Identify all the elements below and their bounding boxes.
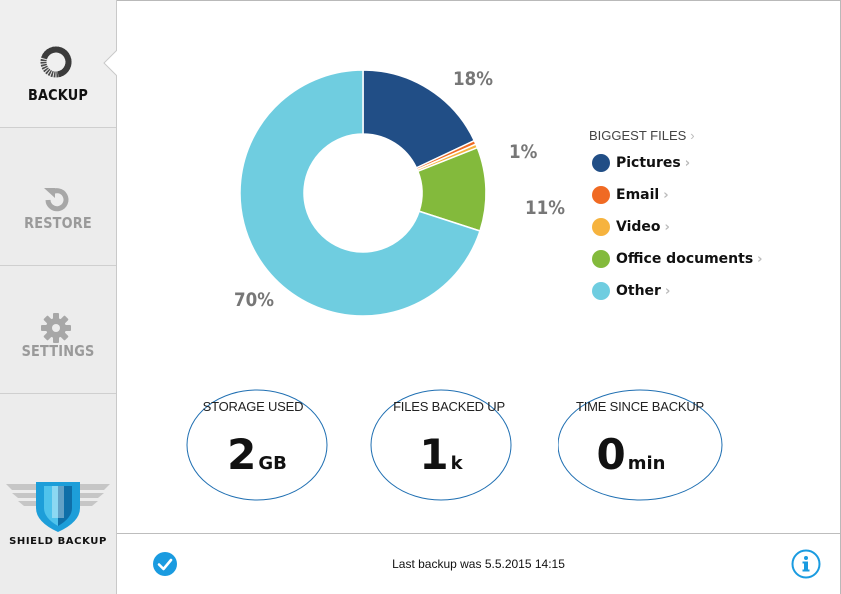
legend-swatch — [592, 282, 610, 300]
sidebar-item-label: SETTINGS — [21, 342, 95, 360]
stat-value: 0 min — [558, 430, 704, 479]
sidebar-item-label: BACKUP — [27, 86, 89, 104]
legend-swatch — [592, 250, 610, 268]
stat-unit: k — [450, 453, 463, 474]
legend-item-email[interactable]: Email › — [589, 184, 789, 216]
sidebar-item-label: RESTORE — [24, 214, 92, 232]
legend-title: BIGGEST FILES — [589, 128, 687, 143]
last-backup-status: Last backup was 5.5.2015 14:15 — [392, 557, 565, 571]
stat-unit: min — [627, 453, 666, 474]
data-label: 18% — [453, 68, 493, 90]
legend-label-text: Other — [616, 283, 661, 299]
legend-label: Office documents › — [616, 248, 763, 271]
legend-label-text: Email — [616, 187, 660, 203]
legend-label-text: Video — [616, 219, 661, 235]
legend-swatch — [592, 218, 610, 236]
legend-swatch — [592, 154, 610, 172]
legend-label: Other › — [616, 280, 670, 303]
status-bar: Last backup was 5.5.2015 14:15 — [117, 533, 840, 594]
sidebar-item-restore[interactable]: RESTORE — [0, 138, 116, 266]
stat-time-since-backup: TIME SINCE BACKUP 0 min — [558, 388, 723, 506]
stat-label: TIME SINCE BACKUP — [575, 399, 705, 414]
stat-number: 1 — [419, 430, 448, 479]
stat-label: STORAGE USED — [202, 399, 304, 414]
chevron-right-icon: › — [684, 156, 691, 171]
donut-chart: 18% 1% 11% 70% — [234, 68, 565, 317]
stat-number: 0 — [596, 430, 626, 479]
legend-label: Pictures › — [616, 152, 690, 175]
backup-ring-icon — [40, 46, 72, 78]
chevron-right-icon: › — [690, 128, 695, 143]
stat-unit: GB — [258, 453, 287, 474]
active-tab-pointer — [103, 50, 117, 76]
legend-label: Video › — [616, 216, 670, 239]
shield-logo-icon — [6, 482, 110, 532]
gear-icon — [41, 313, 71, 343]
chevron-right-icon: › — [757, 252, 763, 267]
checkmark-icon — [153, 552, 177, 576]
legend-title-link[interactable]: BIGGEST FILES › — [589, 128, 789, 146]
stat-storage-used: STORAGE USED 2 GB — [177, 388, 337, 506]
brand-name: SHIELD BACKUP — [9, 536, 107, 547]
chevron-right-icon: › — [663, 188, 669, 203]
legend-item-office-documents[interactable]: Office documents › — [589, 248, 789, 280]
sidebar-item-backup[interactable]: BACKUP — [0, 0, 116, 128]
data-label: 1% — [509, 141, 537, 163]
restore-icon — [44, 188, 69, 212]
stat-ellipse — [370, 389, 512, 501]
stat-value: 2 GB — [177, 430, 337, 479]
stat-ellipse — [186, 389, 328, 501]
legend-item-other[interactable]: Other › — [589, 280, 789, 312]
stat-label: FILES BACKED UP — [393, 399, 505, 414]
legend-label: Email › — [616, 184, 669, 207]
data-label: 11% — [525, 197, 565, 219]
info-icon[interactable] — [791, 549, 821, 579]
sidebar-item-settings[interactable]: SETTINGS — [0, 266, 116, 394]
legend-label-text: Office documents — [616, 251, 754, 267]
slice-other — [239, 69, 481, 317]
chevron-right-icon: › — [664, 220, 670, 235]
legend-item-pictures[interactable]: Pictures › — [589, 152, 789, 184]
slice-pictures — [362, 69, 476, 169]
legend-swatch — [592, 186, 610, 204]
stat-number: 2 — [227, 430, 256, 479]
stat-ellipse — [558, 389, 723, 501]
sidebar: BACKUP RESTORE SETTINGS — [0, 0, 117, 594]
data-label: 70% — [234, 289, 274, 311]
legend-label-text: Pictures — [616, 155, 681, 171]
legend: BIGGEST FILES › Pictures › Email › Video › Offi… — [589, 128, 789, 312]
chevron-right-icon: › — [664, 284, 671, 299]
legend-item-video[interactable]: Video › — [589, 216, 789, 248]
